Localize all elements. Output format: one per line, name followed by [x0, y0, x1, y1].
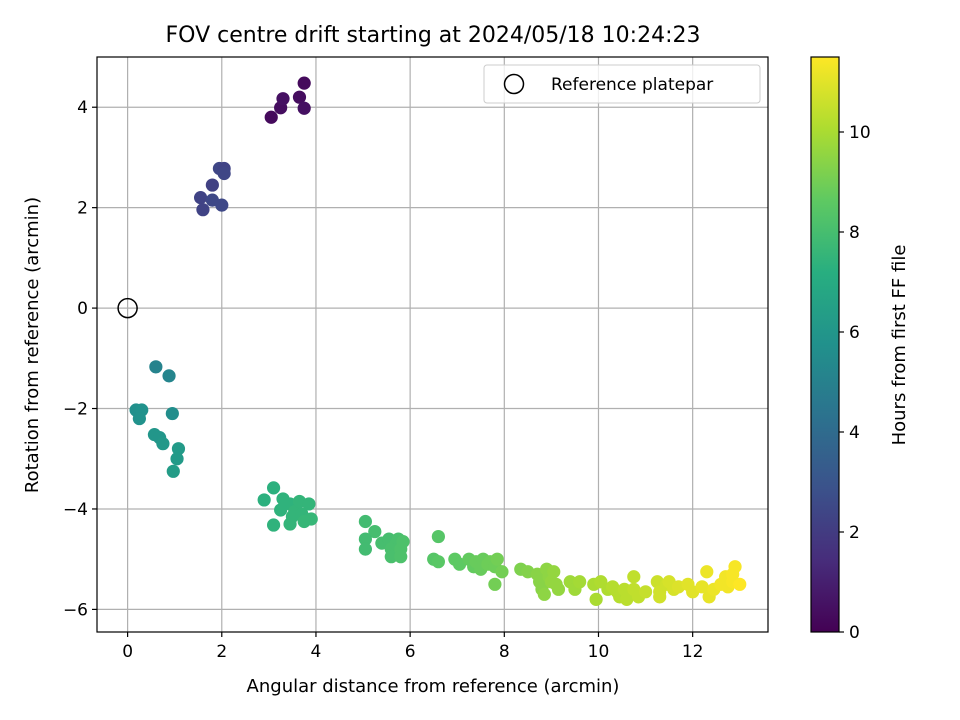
data-point: [488, 577, 502, 591]
legend-box: [483, 64, 761, 104]
colorbar-label: Hours from first FF file: [889, 245, 910, 446]
data-point: [653, 590, 667, 604]
data-point: [547, 565, 561, 579]
data-point: [394, 550, 408, 564]
data-point: [573, 575, 587, 589]
data-point: [700, 565, 714, 579]
data-point: [695, 580, 709, 594]
data-point: [149, 360, 163, 374]
data-point: [171, 442, 186, 456]
x-tick-label: 6: [405, 642, 416, 662]
y-tick-label: −4: [63, 500, 88, 520]
reference-point: [117, 297, 138, 319]
colorbar-tick-label: 10: [849, 123, 871, 143]
y-axis-ticks: −6 −4 −2 0 2 4: [63, 98, 97, 620]
y-tick-label: 2: [77, 199, 88, 219]
data-point: [589, 592, 603, 606]
data-point: [368, 524, 382, 539]
data-point: [537, 587, 551, 601]
data-point: [170, 452, 184, 466]
y-tick-label: 4: [77, 98, 88, 118]
x-tick-label: 8: [499, 642, 510, 662]
colorbar-tick-label: 8: [849, 223, 860, 243]
data-point: [196, 203, 210, 217]
data-point: [297, 101, 311, 115]
data-point: [358, 532, 372, 546]
y-tick-label: −6: [63, 600, 88, 620]
data-point: [726, 567, 740, 581]
data-point: [205, 178, 219, 192]
data-point: [733, 577, 747, 591]
data-point: [165, 406, 179, 421]
data-point: [132, 411, 146, 426]
data-point: [266, 481, 281, 495]
data-point: [495, 565, 509, 579]
data-point: [627, 570, 641, 584]
data-point: [156, 437, 170, 451]
plot-area: [97, 57, 768, 632]
colorbar: 0 2 4 6 8 10 Hours from first FF file: [810, 56, 910, 643]
colorbar-tick-label: 6: [849, 323, 860, 343]
colorbar-ticks: 0 2 4 6 8 10: [839, 123, 871, 643]
x-tick-label: 4: [311, 642, 322, 662]
x-axis-ticks: 0 2 4 6 8 10 12: [122, 632, 703, 662]
data-point: [490, 552, 504, 566]
legend: Reference platepar: [483, 64, 761, 104]
data-point: [162, 369, 176, 383]
data-point: [431, 555, 445, 569]
x-axis-label: Angular distance from reference (arcmin): [247, 676, 620, 697]
reference-marker: [117, 297, 138, 319]
data-point: [297, 514, 311, 529]
data-point: [264, 110, 278, 124]
data-point: [166, 464, 180, 478]
data-point: [358, 514, 372, 529]
data-point: [302, 497, 316, 511]
data-point: [205, 193, 219, 207]
colorbar-gradient: [810, 56, 840, 633]
data-point: [638, 585, 653, 599]
data-point: [193, 191, 208, 205]
y-tick-label: −2: [63, 400, 88, 420]
data-point: [358, 542, 372, 556]
colorbar-tick-label: 2: [849, 523, 860, 543]
x-tick-label: 0: [122, 642, 133, 662]
colorbar-tick-label: 0: [849, 623, 860, 643]
data-point: [266, 518, 281, 532]
scatter-points: [129, 76, 747, 606]
legend-reference-marker: [503, 73, 525, 95]
data-point: [283, 517, 297, 531]
data-point: [551, 582, 566, 596]
data-point: [292, 90, 307, 104]
data-point: [274, 503, 288, 517]
x-tick-label: 2: [216, 642, 227, 662]
data-point: [384, 550, 398, 564]
x-tick-label: 12: [682, 642, 704, 662]
data-point: [431, 529, 445, 544]
y-axis-label: Rotation from reference (arcmin): [22, 197, 43, 493]
data-point: [276, 92, 290, 106]
x-tick-label: 10: [588, 642, 610, 662]
data-point: [217, 166, 231, 181]
colorbar-tick-label: 4: [849, 423, 860, 443]
plot-frame: [96, 56, 769, 633]
data-point: [396, 535, 410, 549]
data-point: [297, 76, 311, 90]
y-tick-label: 0: [77, 299, 88, 319]
legend-label: Reference platepar: [551, 75, 713, 95]
chart-title: FOV centre drift starting at 2024/05/18 …: [166, 23, 701, 48]
data-point: [257, 493, 271, 507]
